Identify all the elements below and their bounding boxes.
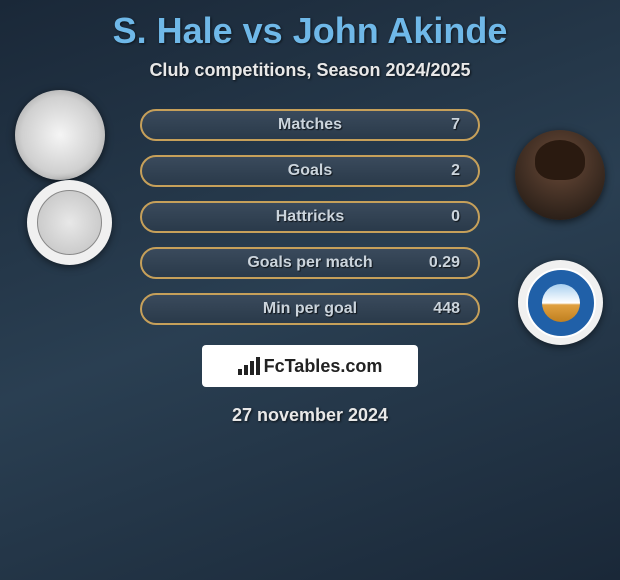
stat-label: Goals per match xyxy=(160,254,460,272)
stat-value: 2 xyxy=(451,162,460,180)
date-label: 27 november 2024 xyxy=(0,405,620,426)
club-badge-left xyxy=(27,180,112,265)
brand-logo: FcTables.com xyxy=(202,345,418,387)
stat-value: 0.29 xyxy=(429,254,460,272)
page-title: S. Hale vs John Akinde xyxy=(0,10,620,52)
stat-row: Matches 7 xyxy=(140,109,480,141)
stats-list: Matches 7 Goals 2 Hattricks 0 Goals per … xyxy=(140,109,480,325)
stat-row: Hattricks 0 xyxy=(140,201,480,233)
stat-value: 0 xyxy=(451,208,460,226)
stat-label: Hattricks xyxy=(160,208,460,226)
stat-label: Min per goal xyxy=(160,300,460,318)
player-avatar-left xyxy=(15,90,105,180)
stat-label: Goals xyxy=(160,162,460,180)
stat-row: Min per goal 448 xyxy=(140,293,480,325)
stat-row: Goals per match 0.29 xyxy=(140,247,480,279)
stat-value: 448 xyxy=(433,300,460,318)
stat-value: 7 xyxy=(451,116,460,134)
player-avatar-right xyxy=(515,130,605,220)
subtitle: Club competitions, Season 2024/2025 xyxy=(0,60,620,81)
bar-chart-icon xyxy=(238,357,260,375)
stat-row: Goals 2 xyxy=(140,155,480,187)
stat-label: Matches xyxy=(160,116,460,134)
brand-text: FcTables.com xyxy=(264,356,383,377)
club-badge-right xyxy=(518,260,603,345)
